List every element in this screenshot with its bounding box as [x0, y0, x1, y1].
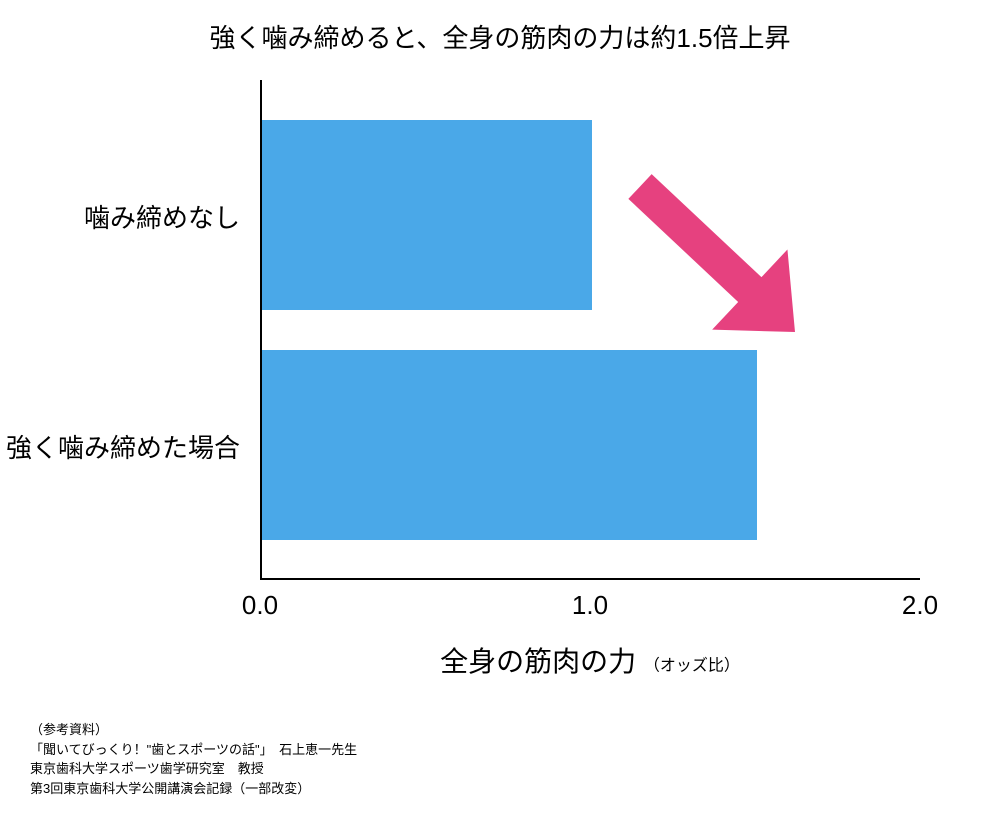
x-axis-label: 全身の筋肉の力 （オッズ比） [260, 640, 920, 680]
reference-line: 第3回東京歯科大学公開講演会記録（一部改変） [30, 779, 357, 799]
plot-region [260, 80, 920, 580]
x-axis-label-main: 全身の筋肉の力 [440, 646, 636, 677]
chart-title: 強く噛み締めると、全身の筋肉の力は約1.5倍上昇 [0, 18, 1000, 55]
chart-area: 全身の筋肉の力 （オッズ比） 0.01.02.0 [260, 80, 920, 620]
reference-text: （参考資料）「聞いてびっくり！"歯とスポーツの話"」 石上恵一先生東京歯科大学ス… [30, 720, 357, 798]
x-tick-label: 1.0 [572, 590, 608, 621]
bar [262, 350, 757, 540]
x-axis-label-sub: （オッズ比） [644, 658, 740, 675]
category-label: 噛み締めなし [84, 198, 240, 235]
reference-line: 東京歯科大学スポーツ歯学研究室 教授 [30, 759, 357, 779]
category-label: 強く噛み締めた場合 [6, 428, 240, 465]
reference-line: （参考資料） [30, 720, 357, 740]
x-tick-label: 2.0 [902, 590, 938, 621]
x-tick-label: 0.0 [242, 590, 278, 621]
reference-line: 「聞いてびっくり！"歯とスポーツの話"」 石上恵一先生 [30, 740, 357, 760]
bar [262, 120, 592, 310]
